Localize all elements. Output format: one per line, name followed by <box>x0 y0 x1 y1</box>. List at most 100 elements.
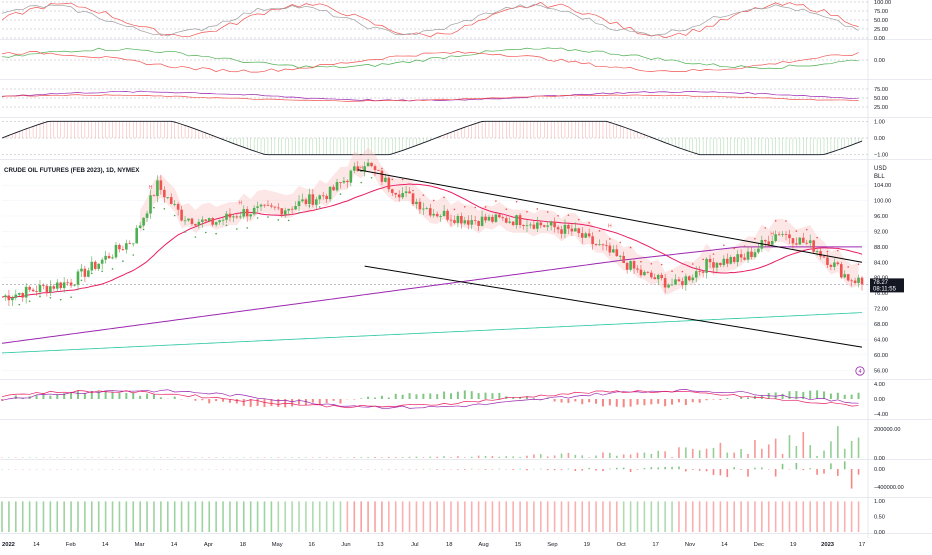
candle-body <box>104 256 107 260</box>
stop-dot <box>547 211 549 213</box>
time-tick-label: 14 <box>171 542 178 548</box>
stop-dot <box>350 181 352 183</box>
candle-body <box>702 272 705 273</box>
candle-body <box>394 193 397 195</box>
candle-body <box>426 208 429 209</box>
trend-signal-bar <box>796 501 798 532</box>
volume-delta-bar <box>499 469 501 470</box>
macd-hist-bar <box>360 398 362 399</box>
candle-body <box>764 240 767 241</box>
stop-dot <box>50 297 52 299</box>
volume-bar <box>796 446 798 458</box>
macd-hist-bar <box>312 399 314 403</box>
candle-body <box>515 215 518 225</box>
candle-body <box>363 166 366 171</box>
candle-body <box>598 244 601 245</box>
macd-hist-bar <box>664 399 666 406</box>
volume-bar <box>747 454 749 458</box>
candle-body <box>87 270 90 276</box>
time-tick-label: Jun <box>341 542 350 548</box>
stop-dot <box>112 268 114 270</box>
volume-bar <box>547 456 549 458</box>
trend-signal-bar <box>450 501 452 532</box>
macd-hist-bar <box>409 393 411 399</box>
macd-hist-bar <box>422 394 424 399</box>
stop-dot <box>174 215 176 217</box>
candle-body <box>802 238 805 243</box>
trend-signal-bar <box>188 501 190 532</box>
candle-body <box>830 265 833 267</box>
candle-body <box>367 163 370 167</box>
stop-dot <box>495 200 497 202</box>
time-tick-label: 15 <box>515 542 521 548</box>
volume-delta-bar <box>671 467 673 469</box>
candle-body <box>470 220 473 225</box>
trend-signal-bar <box>830 501 832 532</box>
trend-signal-bar <box>381 501 383 532</box>
candle-body <box>861 278 864 285</box>
macd-hist-bar <box>561 399 563 403</box>
candle-body <box>698 271 701 272</box>
candle-body <box>291 209 294 210</box>
macd-hist-bar <box>153 394 155 399</box>
candle-body <box>325 196 328 199</box>
trend-signal-bar <box>139 501 141 532</box>
candles[interactable] <box>4 159 863 306</box>
candle-body <box>260 205 263 207</box>
macd-hist-bar <box>630 399 632 407</box>
candle-body <box>32 290 35 291</box>
stop-dot <box>81 279 83 281</box>
candle-body <box>229 214 232 218</box>
volume-delta-bar <box>436 469 438 470</box>
candle-body <box>550 222 553 226</box>
stop-dot <box>246 227 248 229</box>
macd-hist-bar <box>160 397 162 399</box>
volume-delta-bar <box>802 469 804 470</box>
macd-hist-bar <box>471 391 473 399</box>
trend-signal-bar <box>112 501 114 532</box>
trend-signal-bar <box>1 501 3 532</box>
volume-bar <box>789 435 791 458</box>
macd-hist-bar <box>574 399 576 401</box>
candle-body <box>253 208 256 214</box>
price-axis[interactable]: 104.00100.0096.0092.0088.0084.0080.0076.… <box>874 0 904 536</box>
volume-delta-bar <box>727 469 729 477</box>
stop-dot <box>236 228 238 230</box>
volume-bar <box>816 456 818 458</box>
osc-up-line <box>2 48 859 69</box>
pivot-high-marker: H <box>359 166 363 172</box>
trend-signal-bar <box>547 501 549 532</box>
volume-delta-bar <box>630 469 632 472</box>
macd-hist-bar <box>712 399 714 400</box>
stochastic-pane <box>2 2 868 38</box>
candle-body <box>743 258 746 260</box>
candle-body <box>757 249 760 253</box>
time-tick-label: 14 <box>721 542 728 548</box>
last-price-value: 78.27 <box>873 280 889 286</box>
candle-body <box>681 281 684 285</box>
candle-body <box>522 225 525 226</box>
candle-body <box>308 194 311 204</box>
candle-body <box>453 220 456 223</box>
stop-dot <box>122 260 124 262</box>
stop-dot <box>505 208 507 210</box>
candle-body <box>723 259 726 265</box>
macd-hist-bar <box>671 399 673 405</box>
candle-body <box>771 241 774 245</box>
time-tick-label: 14 <box>102 542 109 548</box>
event-badge[interactable]: 4 <box>856 367 864 375</box>
candle-body <box>460 216 463 223</box>
candle-body <box>384 178 387 182</box>
trend-signal-bar <box>250 501 252 532</box>
stop-dot <box>360 182 362 184</box>
candle-body <box>736 254 739 262</box>
volume-delta-bar <box>720 469 722 475</box>
macd-hist-bar <box>588 399 590 402</box>
candle-body <box>353 166 356 170</box>
candle-body <box>267 205 270 206</box>
candle-body <box>25 287 28 298</box>
stop-dot <box>568 214 570 216</box>
